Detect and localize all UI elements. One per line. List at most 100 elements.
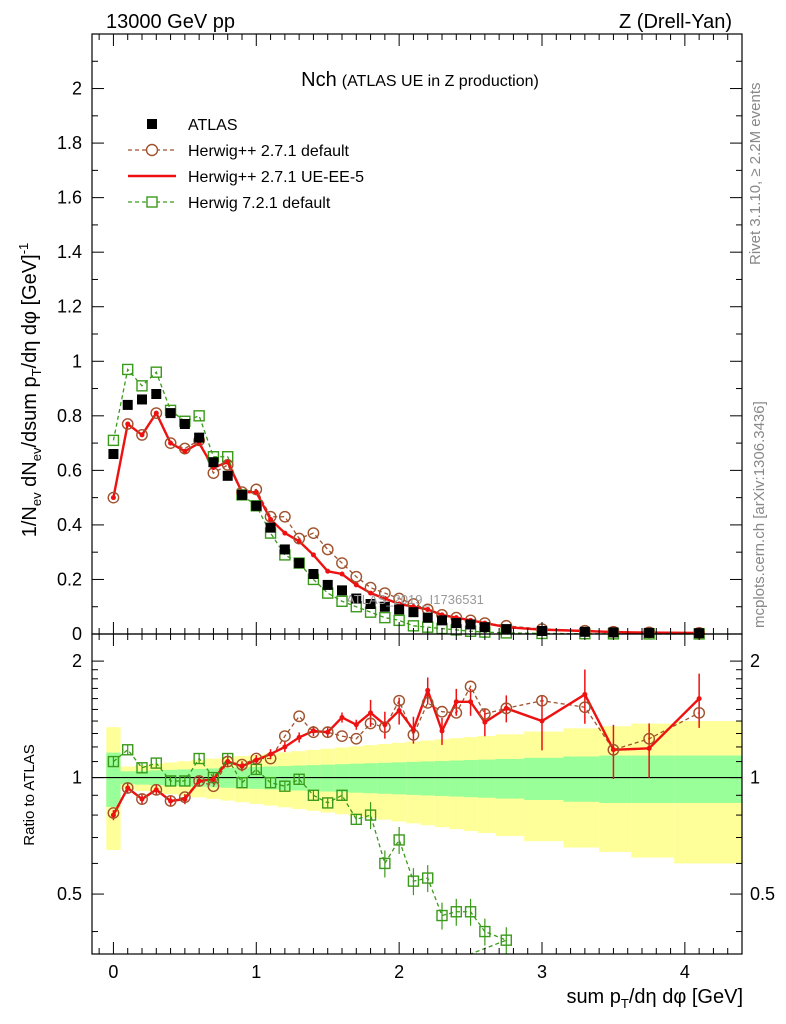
ue-ee5-ratio-marker <box>646 745 652 751</box>
bottom-y-axis-label: Ratio to ATLAS <box>21 744 38 845</box>
h7-ratio-marker <box>193 752 205 765</box>
ue-ee5-ratio-marker <box>310 728 316 734</box>
ue-ee5-ratio-marker <box>396 708 402 714</box>
ue-ee5-ratio-marker <box>610 747 616 753</box>
ue-ee5-ratio-marker <box>410 727 416 733</box>
herwig-default-marker <box>307 527 320 539</box>
ratio-y-tick-label-right: 0.5 <box>750 884 775 904</box>
h7-ratio-marker <box>279 780 291 792</box>
h7-ratio-marker <box>350 813 362 826</box>
ue-ee5-ratio-marker <box>503 705 509 711</box>
ue-ee5-marker <box>153 410 159 416</box>
h7-ratio-marker <box>207 771 220 784</box>
inner-band-bin <box>631 755 675 803</box>
h7-marker <box>193 410 205 422</box>
atlas-marker <box>322 579 333 590</box>
herwig-default-marker <box>150 407 163 419</box>
ue-ee5-ratio-marker <box>282 744 288 750</box>
ratio-y-tick-label: 2 <box>72 651 82 671</box>
x-axis-label: sum pT/dη dφ [GeV] <box>566 986 743 1011</box>
atlas-marker <box>394 604 405 615</box>
top-y-axis-label: 1/Nev dNev/dsum pT/dη dφ [GeV]-1 <box>16 243 44 538</box>
plot-title-main: Nch <box>301 69 337 91</box>
herwig-default-ratio-marker <box>321 726 334 739</box>
inner-band-bin <box>599 755 632 803</box>
top-y-tick-label: 0.8 <box>57 406 82 426</box>
atlas-marker <box>408 607 419 618</box>
atlas-marker <box>165 408 176 419</box>
mcplots-label: mcplots.cern.ch [arXiv:1306.3436] <box>751 401 768 628</box>
inner-band-bin <box>674 755 742 803</box>
herwig-default-ratio-marker <box>121 782 134 794</box>
ratio-y-tick-label-right: 1 <box>750 768 760 788</box>
top-y-tick-label: 2 <box>72 79 82 99</box>
atlas-marker <box>122 399 133 410</box>
herwig-default-ratio-marker <box>193 775 206 787</box>
atlas-marker <box>137 394 147 405</box>
h7-ratio-marker <box>464 906 477 918</box>
atlas-marker <box>437 615 447 626</box>
inner-band-bin <box>349 763 364 793</box>
ratio-panel-series <box>107 669 706 955</box>
herwig-default-ratio-marker <box>643 732 656 745</box>
herwig-default-ratio-marker <box>336 730 348 742</box>
herwig-default-ratio-marker <box>307 726 320 739</box>
herwig-default-ratio-marker <box>107 807 120 819</box>
ue-ee5-ratio-marker <box>382 722 388 728</box>
h7-ratio-marker <box>422 872 434 884</box>
ue-ee5-marker <box>225 459 231 465</box>
herwig-default-ratio-marker <box>450 706 463 719</box>
ue-ee5-ratio-marker <box>182 796 188 802</box>
ue-ee5-ratio-marker <box>125 785 131 791</box>
inner-band-bin <box>449 760 464 797</box>
header-right: Z (Drell-Yan) <box>619 11 732 33</box>
legend-label: Herwig++ 2.7.1 UE-EE-5 <box>188 169 364 186</box>
h7-ratio-marker <box>293 773 305 785</box>
plot-title: Nch (ATLAS UE in Z production) <box>301 69 539 91</box>
ue-ee5-ratio-marker <box>482 719 488 725</box>
top-y-tick-label: 1.8 <box>57 133 82 153</box>
herwig-default-ratio-marker <box>607 743 620 756</box>
ue-ee5-marker <box>268 516 274 522</box>
ue-ee5-ratio-marker <box>239 763 245 769</box>
atlas-marker <box>179 419 190 429</box>
top-y-tick-label: 0.4 <box>57 515 82 535</box>
inner-band-bin <box>363 763 378 794</box>
ue-ee5-ratio-marker <box>153 787 159 793</box>
atlas-marker <box>644 627 655 638</box>
h7-ratio-marker <box>379 857 391 870</box>
herwig-default-ratio-marker <box>478 708 491 720</box>
inner-band-bin <box>434 760 450 797</box>
herwig-default-ratio-line <box>112 685 700 814</box>
herwig-default-ratio-marker <box>378 721 391 734</box>
herwig-default-marker <box>107 491 120 504</box>
ue-ee5-ratio-marker <box>168 798 174 804</box>
inner-band-bin <box>563 756 600 802</box>
herwig-default-ratio-marker <box>500 702 513 715</box>
ratio-panel-frame <box>91 633 743 955</box>
h7-ratio-marker <box>407 875 420 887</box>
atlas-marker <box>265 522 276 533</box>
herwig-default-ratio-marker <box>164 795 177 807</box>
inner-band-bin <box>420 761 435 796</box>
atlas-marker <box>379 601 390 612</box>
ue-ee5-marker <box>168 440 174 446</box>
h7-ratio-marker <box>307 789 320 801</box>
h7-ratio-marker <box>450 906 462 918</box>
h7-ratio-marker <box>336 789 348 801</box>
plot-title-sub: (ATLAS UE in Z production) <box>342 73 539 90</box>
herwig-default-ratio-marker <box>578 701 591 714</box>
atlas-marker <box>308 569 319 579</box>
ue-ee5-ratio-marker <box>325 729 331 735</box>
inner-band-bin <box>463 760 478 798</box>
ue-ee5-ratio-marker <box>453 699 459 705</box>
ue-ee5-ratio-marker <box>439 728 445 734</box>
herwig-default-marker <box>164 437 177 449</box>
ue-ee5-marker <box>425 606 431 612</box>
herwig-default-ratio-marker <box>464 680 477 693</box>
atlas-marker <box>422 612 433 623</box>
h7-ratio-marker <box>264 776 277 789</box>
top-y-tick-label: 0 <box>72 624 82 644</box>
h7-ratio-marker <box>164 775 177 787</box>
